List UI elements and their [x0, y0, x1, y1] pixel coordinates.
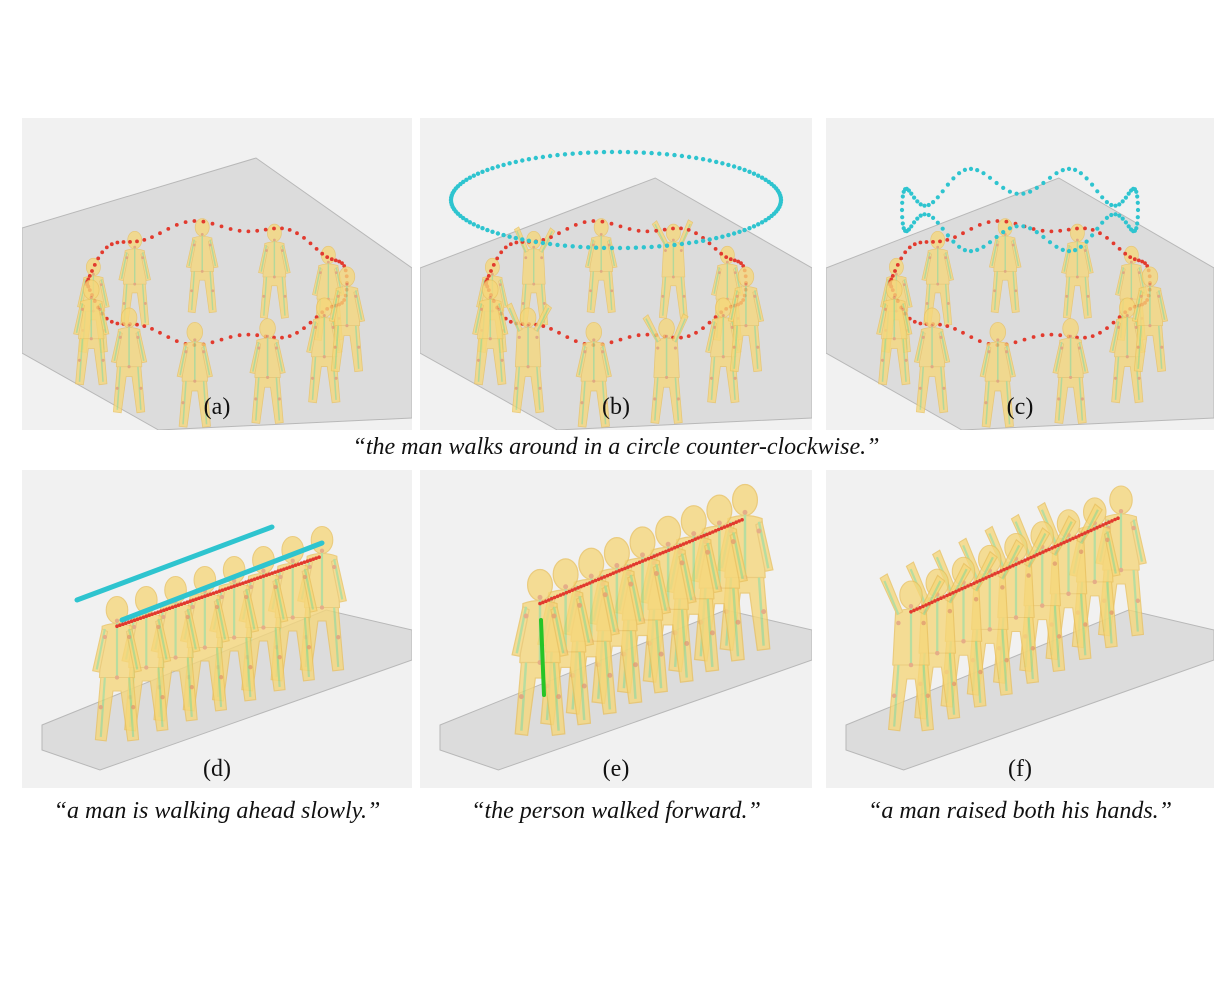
panel-d: (d) [22, 470, 412, 788]
pelvis-path-dots [115, 555, 321, 628]
caption-d: “a man is walking ahead slowly.” [53, 798, 381, 824]
human-figure [506, 302, 553, 414]
panel-e-render [420, 470, 812, 788]
panel-e-label: (e) [602, 756, 630, 782]
human-figure [73, 279, 110, 386]
human-figure [575, 321, 612, 428]
human-figure [328, 266, 366, 373]
human-figure [258, 223, 291, 319]
human-figure [1052, 318, 1089, 424]
human-figure [1061, 223, 1094, 319]
human-figure [979, 321, 1016, 428]
panel-d-render [22, 470, 412, 788]
panel-f: (f) [826, 470, 1214, 788]
human-figure [176, 321, 213, 428]
panel-a-label: (a) [203, 394, 231, 420]
hand-path-right [119, 540, 325, 623]
human-figure [913, 307, 951, 414]
panel-e: (e) [420, 470, 812, 788]
human-figure [642, 313, 689, 424]
human-figure [988, 218, 1022, 314]
panel-d-label: (d) [203, 756, 231, 782]
human-figure [185, 218, 219, 314]
caption-e: “the person walked forward.” [471, 798, 761, 824]
human-figure [110, 307, 148, 414]
panel-b-render [420, 118, 812, 430]
human-figure [651, 219, 694, 319]
human-figure [1131, 266, 1169, 373]
human-figure [92, 595, 142, 742]
caption-top: “the man walks around in a circle counte… [352, 434, 880, 460]
human-figure [727, 266, 765, 373]
pelvis-path-dots [909, 516, 1120, 614]
panel-f-label: (f) [1008, 756, 1032, 782]
panel-c-label: (c) [1006, 394, 1034, 420]
human-figure [584, 218, 618, 314]
pelvis-path-dots [538, 518, 744, 606]
panel-a: (a) [22, 118, 412, 430]
panel-f-render [826, 470, 1214, 788]
joint-constraint [539, 618, 546, 697]
hand-ring-dots [448, 149, 784, 251]
panel-b-label: (b) [602, 394, 630, 420]
panel-c-render [826, 118, 1214, 430]
hand-path-left [74, 524, 275, 603]
human-figure [876, 279, 913, 386]
panel-b: (b) [420, 118, 812, 430]
panel-c: (c) [826, 118, 1214, 430]
panel-a-render [22, 118, 412, 430]
hand-wavy-dots [899, 166, 1141, 254]
human-figure [249, 318, 286, 424]
human-figure [472, 279, 509, 386]
human-figure [879, 573, 946, 732]
caption-f: “a man raised both his hands.” [867, 798, 1173, 824]
